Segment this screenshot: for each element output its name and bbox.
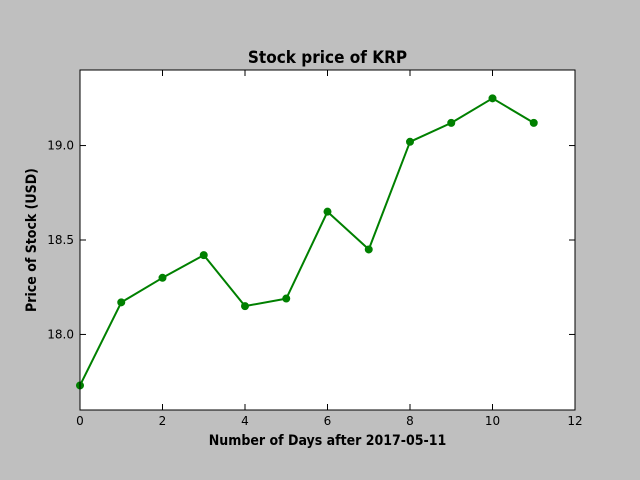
series-layer bbox=[76, 94, 538, 390]
x-tick-label: 12 bbox=[567, 414, 582, 428]
x-tick-label: 6 bbox=[324, 414, 332, 428]
y-tick-label: 19.0 bbox=[47, 139, 74, 153]
data-point bbox=[364, 245, 373, 254]
y-axis-label: Price of Stock (USD) bbox=[24, 168, 40, 312]
x-tick-label: 10 bbox=[485, 414, 500, 428]
data-point bbox=[447, 118, 456, 127]
x-tick-label: 2 bbox=[159, 414, 167, 428]
data-point bbox=[199, 251, 208, 260]
plot-frame bbox=[79, 69, 576, 411]
y-tick-label: 18.5 bbox=[47, 233, 74, 247]
data-point bbox=[158, 273, 167, 282]
y-tick-label: 18.0 bbox=[47, 327, 74, 341]
data-point bbox=[241, 302, 249, 311]
series-line bbox=[79, 97, 535, 386]
data-point bbox=[488, 94, 497, 103]
x-tick-label: 8 bbox=[406, 414, 414, 428]
plot-area bbox=[80, 70, 575, 410]
data-point bbox=[529, 118, 538, 127]
x-tick-label: 4 bbox=[241, 414, 249, 428]
data-point bbox=[282, 294, 291, 303]
data-point bbox=[117, 298, 126, 307]
x-axis-label: Number of Days after 2017-05-11 bbox=[209, 433, 447, 449]
chart-title: Stock price of KRP bbox=[248, 48, 407, 68]
data-point bbox=[406, 137, 414, 146]
data-point bbox=[323, 207, 332, 216]
x-tick-label: 0 bbox=[76, 414, 84, 428]
